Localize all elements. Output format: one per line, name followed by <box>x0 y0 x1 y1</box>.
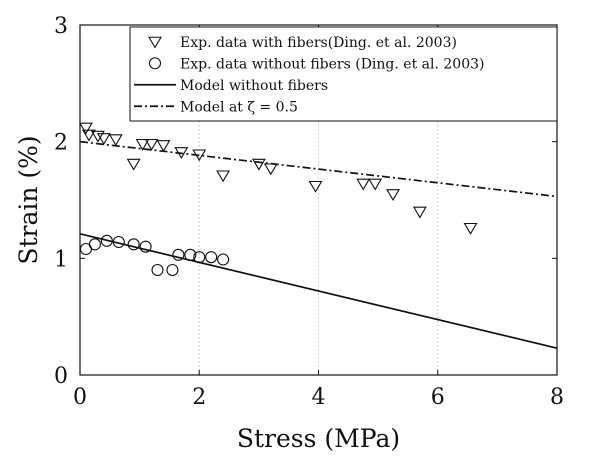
data-point-circle <box>127 238 140 251</box>
data-point-triangle <box>96 133 111 145</box>
y-axis-title: Strain (%) <box>14 135 43 264</box>
data-point-triangle <box>144 138 159 151</box>
x-tick-label: 4 <box>312 385 326 410</box>
legend: Exp. data with fibers(Ding. et al. 2003)… <box>129 26 558 122</box>
data-point-triangle <box>81 129 96 142</box>
data-point-triangle <box>135 138 150 151</box>
y-tick-label: 3 <box>54 14 68 39</box>
data-point-triangle <box>463 222 478 235</box>
data-point-triangle <box>108 134 123 147</box>
series-layer <box>79 122 558 349</box>
legend-label: Model without fibers <box>180 78 328 94</box>
data-point-circle <box>205 251 218 264</box>
legend-circle-swatch <box>148 57 162 70</box>
y-tick-label: 2 <box>54 131 68 156</box>
x-tick-label: 8 <box>550 385 564 410</box>
data-point-triangle <box>79 122 93 135</box>
data-point-circle <box>151 263 164 277</box>
data-point-triangle <box>126 158 141 171</box>
legend-label: Exp. data without fibers (Ding. et al. 2… <box>180 56 484 72</box>
legend-triangle-swatch <box>148 36 162 49</box>
data-point-triangle <box>251 158 266 171</box>
data-point-circle <box>139 240 152 253</box>
data-point-triangle <box>356 178 371 191</box>
legend-label: Model at ζ = 0.5 <box>180 99 298 115</box>
x-tick-label: 6 <box>431 385 445 410</box>
series-0 <box>79 122 478 235</box>
legend-box <box>129 26 558 122</box>
data-point-triangle <box>263 163 278 176</box>
x-tick-label: 2 <box>192 385 206 410</box>
x-tick-label: 0 <box>73 385 87 410</box>
x-axis-title: Stress (MPa) <box>237 424 400 453</box>
model-line <box>79 233 558 349</box>
legend-label: Exp. data with fibers(Ding. et al. 2003) <box>180 35 457 51</box>
data-point-circle <box>166 263 179 277</box>
y-tick-label: 1 <box>54 247 68 272</box>
data-point-triangle <box>368 178 383 191</box>
data-point-triangle <box>386 189 400 201</box>
data-point-triangle <box>156 140 171 152</box>
y-tick-label: 0 <box>54 364 68 389</box>
data-point-triangle <box>308 180 323 193</box>
data-point-triangle <box>216 170 231 183</box>
series-1 <box>79 234 230 277</box>
data-point-circle <box>172 248 185 261</box>
data-point-circle <box>217 253 230 266</box>
series-2 <box>79 233 558 349</box>
axis-ticks: 0 2 4 6 8 0 1 2 3 <box>54 14 564 410</box>
data-point-triangle <box>90 130 105 143</box>
series-3 <box>79 140 558 198</box>
model-line <box>79 140 558 198</box>
data-point-circle <box>88 238 101 251</box>
data-point-triangle <box>412 206 427 219</box>
